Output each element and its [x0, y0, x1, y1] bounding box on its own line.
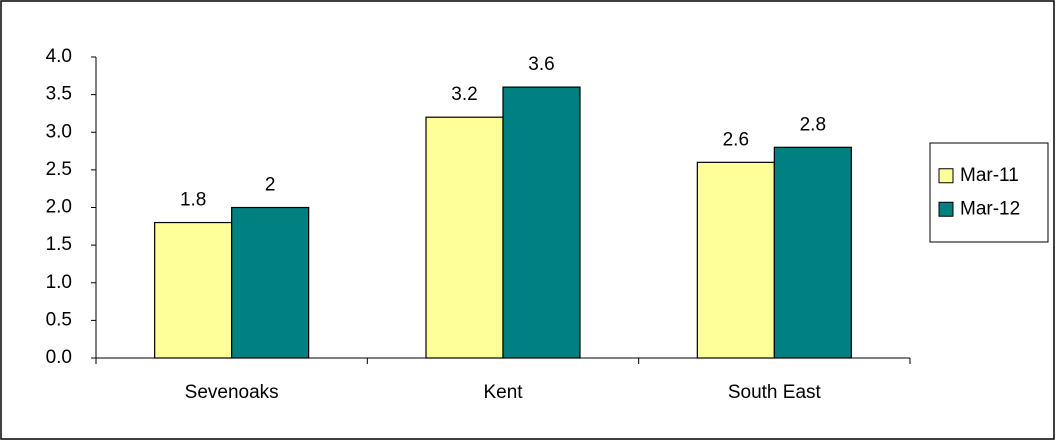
- bar: [696, 161, 775, 359]
- x-tick-label: Sevenoaks: [185, 382, 279, 403]
- y-tick-label: 2.0: [46, 197, 72, 218]
- bar: [773, 146, 852, 359]
- legend-swatch: [938, 168, 954, 184]
- y-tick-label: 2.5: [46, 159, 72, 180]
- y-tick-label: 1.5: [46, 234, 72, 255]
- legend-swatch: [938, 201, 954, 217]
- x-tick-label: Kent: [483, 382, 523, 403]
- y-tick-label: 0.0: [46, 347, 72, 368]
- y-tick-label: 3.0: [46, 121, 72, 142]
- data-label: 3.2: [451, 84, 477, 105]
- data-label: 2.6: [723, 129, 749, 150]
- bar: [502, 86, 581, 359]
- legend-box: [929, 142, 1049, 243]
- data-label: 2.8: [800, 114, 826, 135]
- y-tick-label: 0.5: [46, 309, 72, 330]
- x-tick-label: South East: [728, 382, 822, 403]
- bar: [425, 116, 504, 359]
- y-tick-label: 1.0: [46, 272, 72, 293]
- y-tick-label: 4.0: [46, 46, 72, 67]
- bar: [231, 206, 310, 359]
- legend-label: Mar-11: [960, 165, 1019, 186]
- bar: [154, 221, 233, 359]
- data-label: 2: [265, 175, 276, 196]
- data-label: 3.6: [528, 54, 554, 75]
- data-label: 1.8: [180, 190, 206, 211]
- y-tick-label: 3.5: [46, 84, 72, 105]
- legend-label: Mar-12: [960, 198, 1020, 219]
